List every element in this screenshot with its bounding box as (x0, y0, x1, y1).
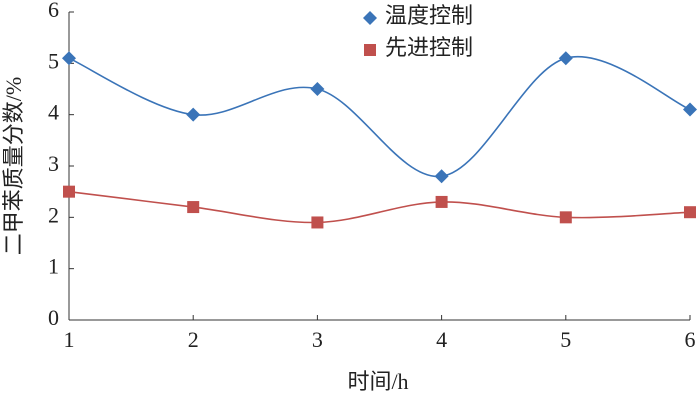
marker (311, 216, 324, 229)
y-tick-label: 3 (48, 151, 59, 176)
x-tick-label: 1 (64, 327, 75, 352)
y-tick-label: 4 (48, 100, 59, 125)
marker (63, 185, 75, 198)
marker (186, 107, 201, 122)
legend-marker (363, 11, 377, 25)
x-tick-label: 3 (312, 327, 323, 352)
x-tick-label: 2 (188, 327, 199, 352)
line (68, 190, 691, 224)
marker (434, 169, 449, 184)
marker (558, 51, 573, 66)
x-tick-label: 6 (685, 327, 696, 352)
x-axis-label: 时间/h (347, 369, 408, 394)
legend-marker (364, 44, 376, 56)
line (68, 55, 691, 178)
x-tick-label: 5 (560, 327, 571, 352)
marker (684, 206, 696, 219)
marker (62, 51, 76, 66)
x-tick-label: 4 (436, 327, 447, 352)
marker (435, 195, 448, 208)
marker (187, 201, 200, 214)
y-tick-label: 2 (48, 202, 59, 227)
y-tick-label: 0 (48, 305, 59, 330)
marker (683, 102, 697, 117)
legend-label: 温度控制 (385, 3, 473, 28)
marker (310, 82, 325, 96)
y-axis-label: 二甲苯质量分数/% (1, 77, 26, 255)
y-tick-label: 5 (48, 48, 59, 73)
y-tick-label: 6 (48, 0, 59, 22)
legend-label: 先进控制 (385, 35, 473, 60)
marker (559, 211, 572, 224)
y-tick-label: 1 (48, 254, 59, 279)
